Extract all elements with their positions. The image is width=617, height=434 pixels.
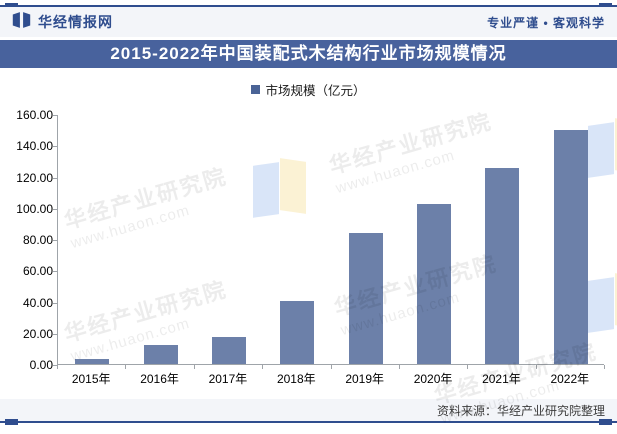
y-axis-tick — [53, 271, 57, 273]
site-name: 华经情报网 — [38, 14, 113, 30]
x-axis-label: 2021年 — [482, 372, 521, 386]
x-axis-tick — [535, 365, 537, 369]
bar-2015年 — [75, 359, 110, 364]
x-axis-tick — [125, 365, 127, 369]
open-book-logo-icon — [12, 11, 31, 33]
y-axis-tick — [53, 115, 57, 116]
header: 华经情报网 专业严谨 • 客观科学 — [0, 7, 617, 37]
x-axis-tick — [193, 365, 195, 369]
y-axis-label: 0.00 — [29, 358, 53, 372]
x-axis-label: 2019年 — [345, 372, 385, 386]
bar-2021年 — [485, 168, 520, 364]
header-slogan: 专业严谨 • 客观科学 — [487, 15, 605, 30]
x-axis-tick — [467, 365, 469, 369]
bottom-divider-line — [0, 421, 617, 423]
x-axis-label: 2020年 — [413, 372, 453, 386]
bottom-divider-accent-left — [5, 419, 18, 425]
bar-2022年 — [553, 129, 588, 364]
y-axis-tick — [53, 333, 57, 335]
legend-swatch — [251, 84, 261, 94]
y-axis-tick — [53, 146, 57, 148]
y-axis-tick — [53, 302, 57, 304]
y-axis-label: 100.00 — [16, 201, 53, 216]
y-axis-tick — [53, 365, 57, 366]
legend: 市场规模（亿元） — [0, 81, 617, 98]
x-axis-tick — [604, 365, 605, 369]
x-axis-label: 2017年 — [208, 372, 248, 386]
y-axis-label: 20.00 — [22, 326, 53, 341]
x-axis-tick — [57, 365, 58, 369]
legend-label: 市场规模（亿元） — [265, 83, 366, 98]
x-axis-label: 2022年 — [550, 372, 590, 386]
top-divider-accent-right — [599, 3, 612, 9]
bar-2017年 — [211, 336, 246, 364]
plot-area — [57, 115, 604, 365]
footer: 资料来源：华经产业研究院整理 — [0, 399, 617, 421]
chart-title-banner: 2015-2022年中国装配式木结构行业市场规模情况 — [0, 40, 617, 68]
x-axis-tick — [330, 365, 332, 369]
x-axis-label: 2016年 — [140, 372, 179, 386]
bar-2019年 — [348, 233, 383, 364]
y-axis-tick — [53, 240, 57, 241]
y-axis-tick — [53, 208, 57, 210]
data-source-note: 资料来源：华经产业研究院整理 — [436, 403, 605, 418]
x-axis-label: 2015年 — [71, 372, 111, 386]
top-divider-line — [0, 5, 617, 7]
x-axis-tick — [262, 365, 264, 369]
bar-2018年 — [280, 301, 315, 364]
y-axis-tick — [53, 177, 57, 179]
bar-2020年 — [417, 203, 452, 364]
x-axis-tick — [398, 365, 400, 369]
bar-2016年 — [143, 344, 178, 364]
y-axis-label: 40.00 — [22, 295, 53, 310]
y-axis-label: 160.00 — [16, 108, 53, 122]
y-axis-label: 80.00 — [22, 233, 53, 247]
y-axis-label: 120.00 — [16, 170, 53, 185]
y-axis-label: 60.00 — [22, 264, 53, 279]
y-axis-label: 140.00 — [16, 139, 53, 154]
bottom-divider-accent-right — [599, 419, 612, 425]
top-divider-accent-left — [5, 3, 18, 9]
brand: 华经情报网 — [12, 11, 113, 33]
x-axis-label: 2018年 — [276, 372, 316, 386]
